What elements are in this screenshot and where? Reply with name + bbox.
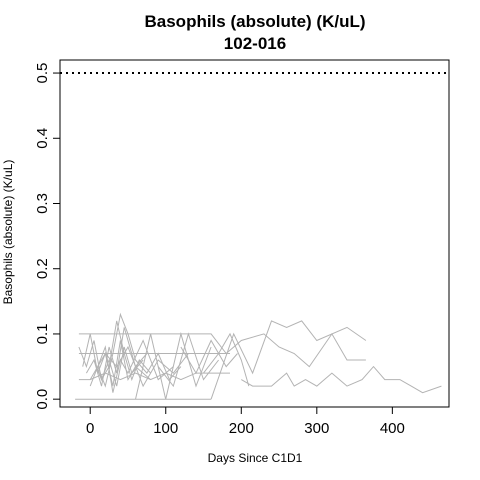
series-line-10 bbox=[97, 312, 182, 388]
x-tick-label: 300 bbox=[304, 420, 329, 437]
series-line-5 bbox=[78, 340, 144, 387]
y-tick-label: 0.5 bbox=[34, 63, 51, 84]
x-axis-label: Days Since C1D1 bbox=[208, 451, 303, 465]
series-line-15 bbox=[203, 332, 250, 387]
y-tick-label: 0.3 bbox=[34, 193, 51, 214]
series-line-17 bbox=[225, 332, 366, 368]
y-tick-label: 0.4 bbox=[34, 128, 51, 149]
y-tick-label: 0.2 bbox=[34, 258, 51, 279]
y-axis-label: Basophils (absolute) (K/uL) bbox=[1, 160, 15, 305]
y-tick-label: 0.0 bbox=[34, 389, 51, 410]
series-line-16 bbox=[210, 320, 367, 400]
x-tick-label: 0 bbox=[86, 420, 94, 437]
series-line-6 bbox=[82, 333, 148, 387]
series-lines bbox=[75, 312, 442, 400]
x-axis: 0 100 200 300 400 bbox=[86, 406, 405, 437]
x-tick-label: 100 bbox=[153, 420, 178, 437]
series-line-13 bbox=[157, 332, 219, 388]
chart-subtitle: 102-016 bbox=[224, 34, 286, 53]
series-line-14 bbox=[180, 339, 238, 375]
y-axis: 0.0 0.1 0.2 0.3 0.4 0.5 bbox=[34, 63, 61, 410]
chart-title: Basophils (absolute) (K/uL) bbox=[145, 12, 366, 31]
series-line-18 bbox=[241, 365, 442, 394]
x-tick-label: 400 bbox=[380, 420, 405, 437]
series-line-12 bbox=[135, 331, 212, 400]
x-tick-label: 200 bbox=[229, 420, 254, 437]
y-tick-label: 0.1 bbox=[34, 324, 51, 345]
series-line-11 bbox=[89, 345, 189, 388]
